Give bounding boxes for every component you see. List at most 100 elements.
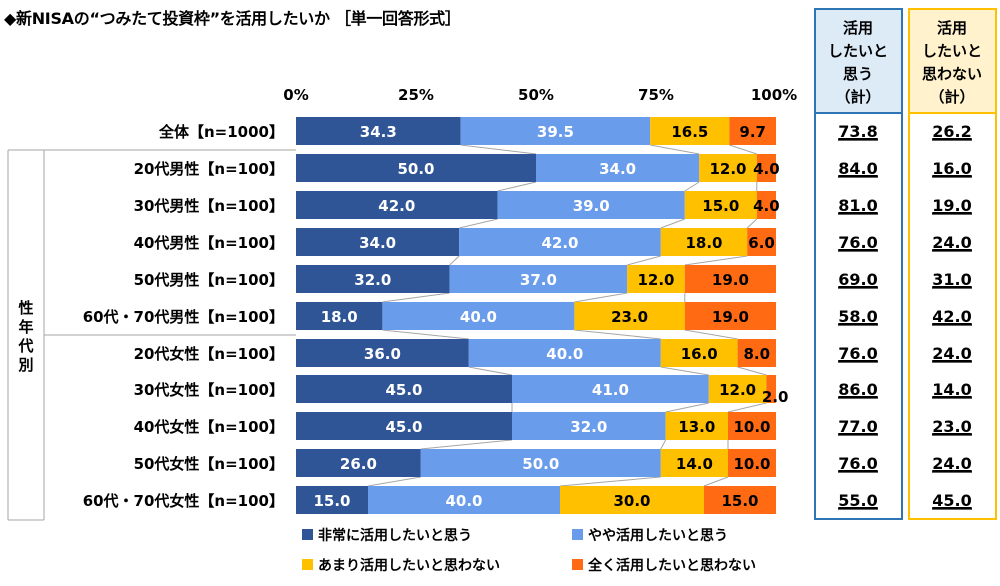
sum-negative-value: 14.0 [932, 380, 971, 399]
bar-segment [296, 375, 512, 403]
summary-header-line: （計） [835, 88, 880, 106]
value-label: 12.0 [709, 160, 746, 178]
bar-segment [684, 265, 776, 293]
bar-segment [512, 412, 666, 440]
summary-header-line: 活用 [843, 19, 873, 37]
summary-header-line: 活用 [937, 19, 967, 37]
x-tick-label: 50% [518, 86, 554, 104]
bar-segment [728, 449, 776, 477]
bar-segment [497, 191, 685, 219]
bar-segment [296, 265, 450, 293]
row-label: 40代男性【n=100】 [134, 234, 284, 252]
sum-positive-value: 76.0 [838, 344, 877, 363]
value-label: 42.0 [378, 197, 415, 215]
row-label: 60代・70代男性【n=100】 [83, 308, 284, 326]
connector-line [737, 366, 767, 376]
bar-segment [296, 449, 421, 477]
sum-negative-value: 19.0 [932, 196, 971, 215]
value-label: 8.0 [744, 345, 771, 363]
connector-line [559, 476, 661, 487]
value-label: 15.0 [313, 492, 350, 510]
row-label: 50代男性【n=100】 [134, 271, 284, 289]
connector-line [660, 366, 709, 376]
value-label: 39.5 [537, 123, 574, 141]
value-label: 18.0 [685, 234, 722, 252]
bar-segment [660, 228, 748, 256]
sum-negative-value: 45.0 [932, 491, 971, 510]
summary-columns: 活用したいと思う （計） 活用したいと思わない （計） [814, 8, 997, 520]
connector-line [497, 181, 537, 192]
connector-line [729, 144, 757, 155]
value-label: 40.0 [445, 492, 482, 510]
summary-header-line: したいと [828, 42, 888, 60]
x-tick-label: 100% [751, 86, 797, 104]
connector-line [703, 476, 729, 487]
value-label: 34.0 [359, 234, 396, 252]
bar-segment [296, 154, 536, 182]
value-label: 50.0 [397, 160, 434, 178]
legend-label: 非常に活用したいと思う [318, 527, 472, 544]
sum-negative-value: 24.0 [932, 454, 971, 473]
connector-line [420, 439, 513, 450]
sum-negative-value: 24.0 [932, 233, 971, 252]
value-label: 16.0 [681, 345, 718, 363]
row-label: 20代女性【n=100】 [134, 345, 284, 363]
group-label-char: 年 [18, 318, 33, 336]
legend-swatch [302, 559, 313, 570]
bar-segment [536, 154, 700, 182]
value-label: 4.0 [753, 160, 780, 178]
sum-positive-value: 76.0 [838, 454, 877, 473]
bar-segment [660, 449, 728, 477]
value-label: 40.0 [460, 308, 497, 326]
bar-segment [296, 339, 469, 367]
connector-line [460, 144, 537, 155]
chart-title: ◆新NISAの“つみたて投資枠”を活用したいか ［単一回答形式］ [4, 9, 461, 28]
value-label: 50.0 [522, 455, 559, 473]
bar-segment [296, 302, 383, 330]
connector-line [382, 329, 469, 340]
value-label: 10.0 [733, 455, 770, 473]
sum-positive-value: 77.0 [838, 417, 877, 436]
connector-line [382, 292, 450, 303]
connector-line [684, 329, 738, 340]
value-label: 42.0 [541, 234, 578, 252]
connector-line [746, 218, 758, 229]
bar-segment [665, 412, 728, 440]
legend-swatch [572, 559, 583, 570]
group-label-char: 別 [17, 356, 33, 374]
bar-segment [560, 486, 704, 514]
value-label: 19.0 [712, 271, 749, 289]
bar-segment [728, 412, 776, 440]
value-label: 23.0 [611, 308, 648, 326]
connector-line [727, 402, 767, 413]
row-label: 20代男性【n=100】 [134, 160, 284, 178]
value-label: 15.0 [721, 492, 758, 510]
value-label: 12.0 [719, 381, 756, 399]
value-label: 32.0 [570, 418, 607, 436]
bar-segment [650, 117, 730, 145]
value-label: 36.0 [364, 345, 401, 363]
connector-line [459, 218, 498, 229]
connector-line [367, 476, 421, 487]
x-tick-label: 0% [283, 86, 308, 104]
sum-negative-value: 24.0 [932, 344, 971, 363]
value-label: 45.0 [385, 418, 422, 436]
value-label: 12.0 [637, 271, 674, 289]
connector-line [684, 255, 748, 266]
bar-segment [459, 228, 661, 256]
bar-segment [296, 228, 460, 256]
value-label: 2.0 [762, 388, 789, 406]
group-label-char: 性 [18, 299, 33, 317]
value-label: 4.0 [753, 197, 780, 215]
value-label: 40.0 [546, 345, 583, 363]
row-label: 60代・70代女性【n=100】 [83, 492, 284, 510]
sum-negative-value: 23.0 [932, 417, 971, 436]
bar-segment [737, 339, 776, 367]
connector-line [665, 402, 709, 413]
bar-segment [296, 191, 498, 219]
value-label: 39.0 [573, 197, 610, 215]
summary-header-line: 思わない [922, 65, 982, 83]
row-label: 30代男性【n=100】 [134, 197, 284, 215]
